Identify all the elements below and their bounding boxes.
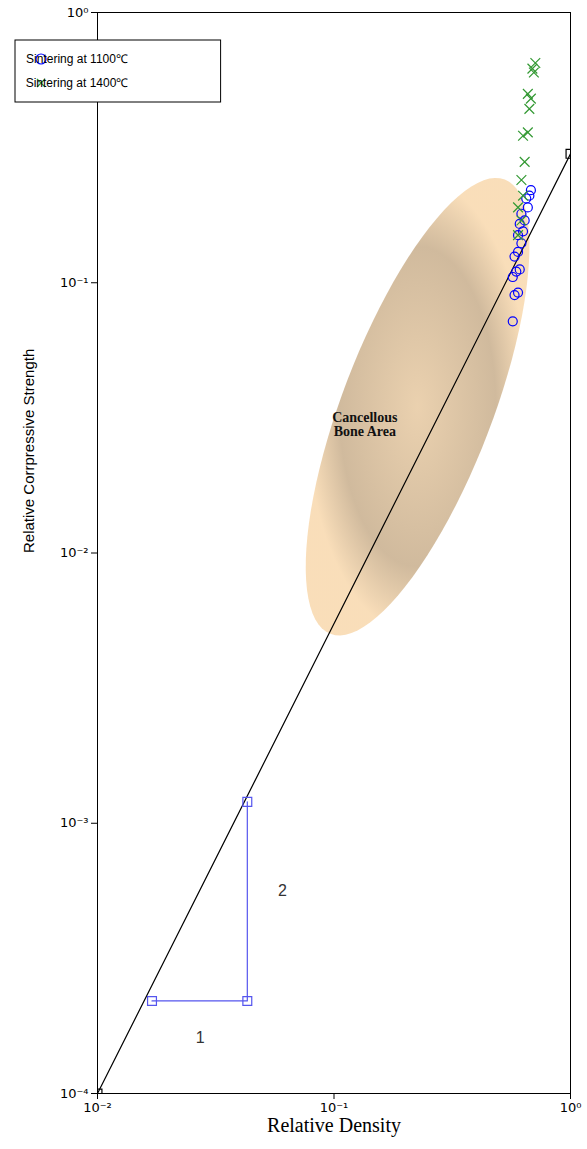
svg-text:10⁻¹: 10⁻¹ xyxy=(320,1100,349,1115)
svg-text:10⁻⁴: 10⁻⁴ xyxy=(60,1086,89,1101)
svg-text:10⁰: 10⁰ xyxy=(67,5,89,20)
svg-text:Sintering at 1100℃: Sintering at 1100℃ xyxy=(26,52,128,66)
svg-text:Sintering at 1400℃: Sintering at 1400℃ xyxy=(26,76,129,90)
svg-text:Relative Density: Relative Density xyxy=(267,1114,401,1137)
svg-text:10⁻²: 10⁻² xyxy=(83,1100,112,1115)
svg-text:10⁻¹: 10⁻¹ xyxy=(60,275,89,290)
svg-text:1: 1 xyxy=(196,1029,205,1046)
svg-text:2: 2 xyxy=(278,882,287,899)
svg-text:Relative Corrpressive Strength: Relative Corrpressive Strength xyxy=(20,349,37,553)
svg-text:10⁻³: 10⁻³ xyxy=(60,815,89,830)
svg-text:CancellousBone Area: CancellousBone Area xyxy=(332,410,398,439)
svg-text:10⁰: 10⁰ xyxy=(560,1100,582,1115)
svg-text:10⁻²: 10⁻² xyxy=(60,545,89,560)
